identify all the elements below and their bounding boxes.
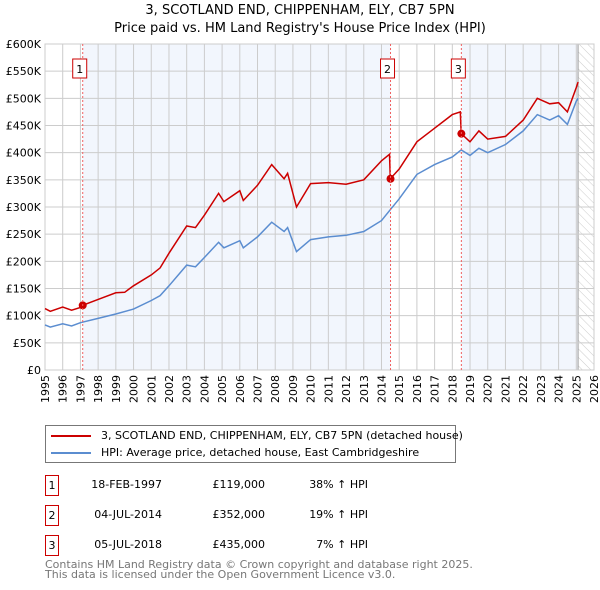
x-tick-label: 2010 bbox=[305, 375, 318, 403]
transaction-date: 04-JUL-2014 bbox=[94, 508, 162, 521]
x-tick-label: 2021 bbox=[499, 375, 512, 403]
transaction-price: £435,000 bbox=[212, 538, 266, 551]
transaction-row: 3 05-JUL-2018 £435,000 7% ↑ HPI bbox=[0, 535, 600, 557]
footer-line-2: This data is licensed under the Open Gov… bbox=[45, 568, 396, 581]
blue-line-swatch bbox=[51, 452, 91, 454]
x-tick-label: 2024 bbox=[553, 375, 566, 403]
x-tick-label: 2000 bbox=[128, 375, 141, 403]
red-line-swatch bbox=[51, 435, 91, 437]
transaction-number-badge: 2 bbox=[45, 505, 59, 526]
x-tick-label: 2016 bbox=[411, 375, 424, 403]
transaction-hpi-delta: 38% ↑ HPI bbox=[309, 478, 368, 491]
x-tick-label: 2008 bbox=[269, 375, 282, 403]
x-tick-label: 2014 bbox=[375, 375, 388, 403]
sale-label-box bbox=[380, 58, 396, 79]
x-tick-label: 2020 bbox=[482, 375, 495, 403]
chart-subtitle: Price paid vs. HM Land Registry's House … bbox=[114, 21, 486, 36]
transaction-date: 05-JUL-2018 bbox=[94, 538, 162, 551]
sale-label: 3 bbox=[455, 63, 462, 76]
footer: Contains HM Land Registry data © Crown c… bbox=[45, 558, 473, 581]
x-tick-label: 1995 bbox=[39, 375, 52, 403]
x-tick-label: 2022 bbox=[517, 375, 530, 403]
x-tick-label: 2015 bbox=[393, 375, 406, 403]
x-tick-label: 2012 bbox=[340, 375, 353, 403]
y-tick-label: £450K bbox=[6, 120, 42, 133]
x-tick-label: 2005 bbox=[216, 375, 229, 403]
transaction-row: 1 18-FEB-1997 £119,000 38% ↑ HPI bbox=[0, 475, 600, 497]
sale-point bbox=[386, 174, 395, 183]
price-chart: 3, SCOTLAND END, CHIPPENHAM, ELY, CB7 5P… bbox=[6, 3, 600, 403]
transaction-price: £119,000 bbox=[212, 478, 266, 491]
y-tick-label: £350K bbox=[6, 174, 42, 187]
y-tick-label: £150K bbox=[6, 283, 42, 296]
x-tick-label: 2002 bbox=[163, 375, 176, 403]
y-tick-label: £0 bbox=[27, 364, 41, 377]
y-tick-label: £250K bbox=[6, 228, 42, 241]
x-tick-label: 2023 bbox=[535, 375, 548, 403]
x-tick-label: 2004 bbox=[198, 375, 211, 403]
y-tick-label: £200K bbox=[6, 255, 42, 268]
x-tick-label: 1998 bbox=[92, 375, 105, 403]
property-price-line bbox=[44, 81, 579, 313]
footer-line-1: Contains HM Land Registry data © Crown c… bbox=[45, 558, 473, 571]
x-tick-label: 2017 bbox=[429, 375, 442, 403]
plot-border bbox=[44, 43, 595, 371]
x-tick-label: 2019 bbox=[464, 375, 477, 403]
x-tick-label: 2001 bbox=[145, 375, 158, 403]
legend-label: HPI: Average price, detached house, East… bbox=[101, 446, 420, 459]
y-tick-label: £500K bbox=[6, 92, 42, 105]
transaction-date: 18-FEB-1997 bbox=[91, 478, 162, 491]
x-tick-label: 2003 bbox=[181, 375, 194, 403]
x-tick-label: 2009 bbox=[287, 375, 300, 403]
y-tick-label: £100K bbox=[6, 310, 42, 323]
transaction-row: 2 04-JUL-2014 £352,000 19% ↑ HPI bbox=[0, 505, 600, 527]
y-tick-label: £400K bbox=[6, 147, 42, 160]
transaction-hpi-delta: 7% ↑ HPI bbox=[316, 538, 368, 551]
x-tick-label: 2026 bbox=[588, 375, 600, 403]
y-tick-label: £600K bbox=[6, 38, 42, 51]
x-tick-label: 2007 bbox=[252, 375, 265, 403]
x-tick-label: 2006 bbox=[234, 375, 247, 403]
sale-label: 1 bbox=[76, 63, 83, 76]
transaction-hpi-delta: 19% ↑ HPI bbox=[309, 508, 368, 521]
chart-title: 3, SCOTLAND END, CHIPPENHAM, ELY, CB7 5P… bbox=[145, 3, 454, 18]
hpi-line bbox=[44, 97, 579, 328]
y-tick-label: £300K bbox=[6, 201, 42, 214]
sale-label: 2 bbox=[384, 63, 391, 76]
x-tick-label: 2025 bbox=[570, 375, 583, 403]
transaction-number-badge: 1 bbox=[45, 475, 59, 496]
transaction-number-badge: 3 bbox=[45, 535, 59, 556]
y-tick-label: £550K bbox=[6, 65, 42, 78]
legend-label: 3, SCOTLAND END, CHIPPENHAM, ELY, CB7 5P… bbox=[101, 429, 463, 442]
x-tick-label: 1999 bbox=[110, 375, 123, 403]
x-tick-label: 1997 bbox=[74, 375, 87, 403]
x-tick-label: 1996 bbox=[57, 375, 70, 403]
y-tick-label: £50K bbox=[13, 337, 42, 350]
x-tick-label: 2013 bbox=[358, 375, 371, 403]
x-tick-label: 2018 bbox=[446, 375, 459, 403]
sale-label-box bbox=[450, 58, 466, 79]
transaction-price: £352,000 bbox=[212, 508, 266, 521]
x-tick-label: 2011 bbox=[322, 375, 335, 403]
legend: 3, SCOTLAND END, CHIPPENHAM, ELY, CB7 5P… bbox=[45, 425, 463, 463]
legend-item-hpi: HPI: Average price, detached house, East… bbox=[51, 446, 419, 459]
legend-item-property: 3, SCOTLAND END, CHIPPENHAM, ELY, CB7 5P… bbox=[51, 429, 463, 442]
sale-label-box bbox=[72, 58, 88, 79]
